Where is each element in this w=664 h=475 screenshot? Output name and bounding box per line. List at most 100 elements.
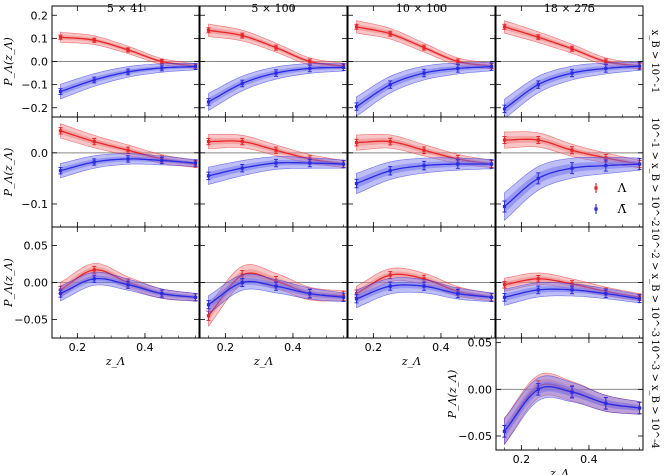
data-point-lambda xyxy=(240,139,244,144)
column-title: 5 × 41 xyxy=(107,2,144,15)
data-point-antilambda xyxy=(456,162,460,166)
data-point-antilambda xyxy=(604,164,608,168)
data-point-antilambda xyxy=(638,406,642,410)
panel-plot-area xyxy=(200,134,347,185)
panel-plot-area xyxy=(52,123,199,179)
data-point-lambda xyxy=(570,148,574,152)
data-point-lambda xyxy=(126,148,130,152)
panel-r3-c3: −0.05 0.00 0.05 P_Λ(z_Λ) 0.2 0.4 z_Λ xyxy=(446,337,644,475)
y-tick-label: 0.00 xyxy=(24,277,49,290)
column-titles: 5 × 41 5 × 100 10 × 100 18 × 275 xyxy=(107,2,595,15)
x-tick-label: 0.4 xyxy=(580,453,598,466)
data-point-antilambda xyxy=(536,288,540,292)
panel-plot-area xyxy=(496,272,643,306)
legend: Λ Λ̄ xyxy=(594,181,627,216)
data-point-antilambda xyxy=(570,166,574,170)
panel-frame xyxy=(495,337,644,451)
data-point-antilambda xyxy=(206,100,211,104)
row-label: 10^-2 > x_B > 10^-3 xyxy=(649,228,660,337)
data-point-antilambda xyxy=(206,174,211,178)
data-point-lambda xyxy=(456,157,460,161)
panel-plot-area xyxy=(496,372,643,446)
column-title: 5 × 100 xyxy=(251,2,295,15)
panel-r1-c2 xyxy=(347,116,496,228)
data-point-lambda xyxy=(92,268,96,272)
panel-r2-c0: −0.05 0.00 0.05 P_Λ(z_Λ) 0.2 0.4 z_Λ xyxy=(2,226,200,368)
data-point-lambda xyxy=(308,59,312,64)
data-point-antilambda xyxy=(456,66,460,71)
y-axis-label: P_Λ(z_Λ) xyxy=(2,258,15,308)
data-point-antilambda xyxy=(240,81,244,86)
panel-plot-area xyxy=(52,31,199,100)
data-point-antilambda xyxy=(490,295,494,299)
data-point-antilambda xyxy=(456,292,460,296)
data-point-antilambda xyxy=(308,66,312,71)
data-point-antilambda xyxy=(604,292,608,296)
data-point-antilambda xyxy=(502,429,507,433)
data-point-antilambda xyxy=(570,288,574,292)
data-point-antilambda xyxy=(240,280,244,285)
row-label: 10^-1 > x_B > 10^-2 xyxy=(649,117,660,226)
data-point-antilambda xyxy=(126,70,130,74)
data-point-lambda xyxy=(274,279,278,283)
data-point-antilambda xyxy=(194,161,198,165)
data-point-lambda xyxy=(502,283,507,287)
column-title: 10 × 100 xyxy=(396,2,447,15)
x-axis-label: z_Λ xyxy=(401,355,421,368)
column-title: 18 × 275 xyxy=(544,2,595,15)
data-point-antilambda xyxy=(604,401,608,405)
data-point-antilambda xyxy=(342,295,346,299)
data-point-antilambda xyxy=(274,71,278,75)
data-point-lambda xyxy=(274,148,278,152)
data-point-lambda xyxy=(240,273,244,277)
data-point-antilambda xyxy=(536,176,540,180)
y-tick-label: 0.05 xyxy=(24,240,49,253)
data-point-antilambda xyxy=(388,284,392,288)
data-point-antilambda xyxy=(638,297,642,301)
data-point-lambda xyxy=(160,59,164,64)
data-point-lambda xyxy=(206,28,211,32)
data-point-antilambda xyxy=(638,162,642,166)
legend-label-antilambda: Λ̄ xyxy=(617,202,627,216)
data-point-antilambda xyxy=(58,292,63,296)
panel-plot-area xyxy=(200,23,347,112)
y-axis-label: P_Λ(z_Λ) xyxy=(446,370,459,420)
data-point-antilambda xyxy=(206,303,211,307)
row-label: 10^-3 > x_B > 10^-4 xyxy=(649,339,660,448)
panel-plot-area xyxy=(52,263,199,302)
panel-r1-c1 xyxy=(199,116,348,228)
y-tick-label: 0.2 xyxy=(31,9,49,22)
y-tick-label: −0.2 xyxy=(21,102,48,115)
data-point-antilambda xyxy=(92,78,96,82)
data-point-lambda xyxy=(388,139,392,144)
row-labels: x_B > 10^-1 10^-1 > x_B > 10^-2 10^-2 > x_… xyxy=(649,30,660,449)
data-point-antilambda xyxy=(502,204,507,209)
panel-r2-c3 xyxy=(495,226,644,339)
y-tick-label: 0.00 xyxy=(468,383,493,396)
data-point-lambda xyxy=(240,34,244,38)
data-point-lambda xyxy=(536,138,540,142)
data-point-lambda xyxy=(92,38,96,42)
data-point-antilambda xyxy=(502,107,507,111)
y-axis-label: P_Λ(z_Λ) xyxy=(2,148,15,198)
data-point-antilambda xyxy=(570,390,574,394)
panel-plot-area xyxy=(348,133,495,195)
panel-r0-c2 xyxy=(347,5,496,118)
data-point-antilambda xyxy=(92,160,96,164)
data-point-lambda xyxy=(354,140,359,145)
data-point-antilambda xyxy=(194,64,198,69)
data-point-antilambda xyxy=(58,169,63,173)
panel-r1-c0: −0.1 0.0 P_Λ(z_Λ) xyxy=(2,116,200,228)
x-tick-label: 0.4 xyxy=(136,341,154,354)
y-tick-label: 0.1 xyxy=(31,32,49,45)
data-point-antilambda xyxy=(570,71,574,75)
data-point-antilambda xyxy=(422,71,426,75)
data-point-antilambda xyxy=(308,161,312,165)
data-point-lambda xyxy=(604,156,608,160)
panels-layer: −0.2 −0.1 0.0 0.1 0.2 P_Λ(z_Λ) −0.1 0.0 P_Λ(z_Λ)… xyxy=(2,5,644,475)
data-point-antilambda xyxy=(604,66,608,71)
panel-plot-area xyxy=(496,131,643,221)
data-point-antilambda xyxy=(422,164,426,168)
data-point-antilambda xyxy=(388,169,392,173)
